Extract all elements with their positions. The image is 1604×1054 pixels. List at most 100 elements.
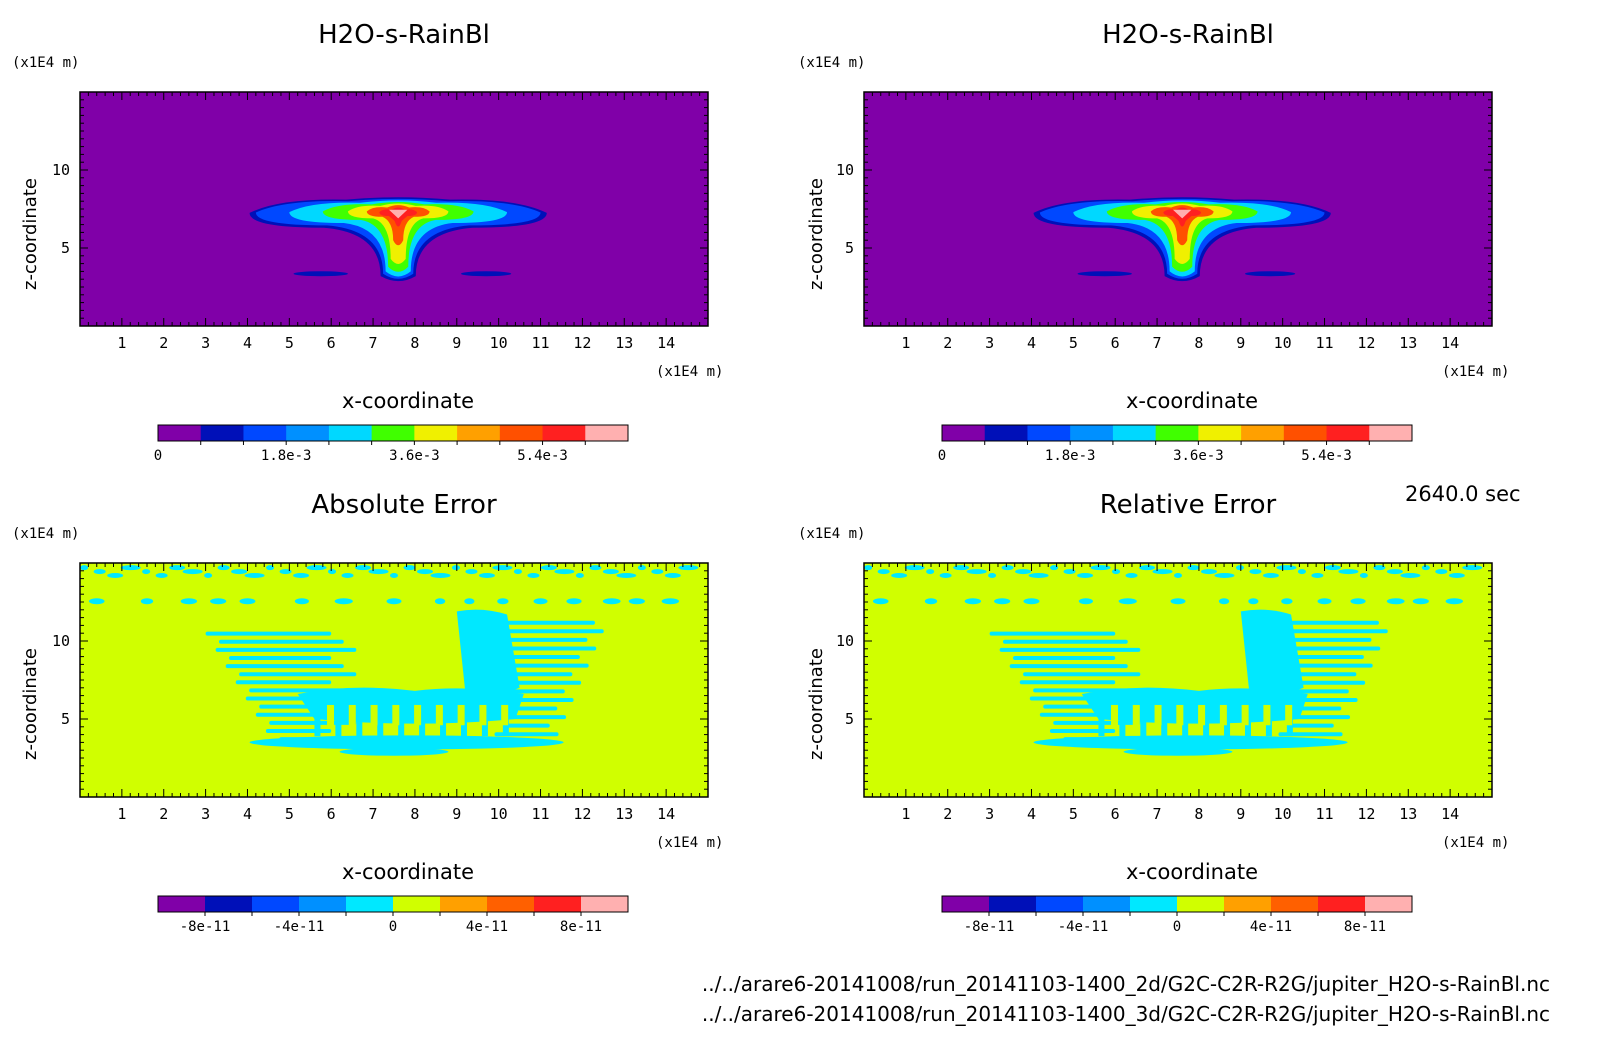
colorbar-label: -8e-11 [964, 919, 1015, 935]
colorbar-label: 1.8e-3 [261, 448, 312, 464]
colorbar-swatch [989, 896, 1037, 912]
colorbar-swatch [984, 425, 1028, 441]
colorbar-2: 0 1.8e-3 3.6e-3 5.4e-3 [938, 424, 1413, 464]
top-speckle [430, 572, 451, 578]
colorbar-swatch [457, 425, 501, 441]
x-tick-label: 12 [573, 805, 591, 823]
top-speckle [120, 565, 141, 571]
x-tick-label: 14 [1441, 805, 1459, 823]
x-tick-label: 6 [327, 334, 336, 352]
speckle-row [1317, 598, 1332, 605]
file-path-2: ../../arare6-20141008/run_20141103-1400_… [701, 1002, 1550, 1026]
x-tick-label: 1 [117, 334, 126, 352]
y-unit-2: (x1E4 m) [798, 55, 866, 71]
speckle-row [497, 598, 509, 605]
top-speckle [575, 572, 584, 578]
left-wing-strip [269, 720, 357, 725]
band-gap [1132, 704, 1140, 726]
finger [398, 712, 405, 737]
colorbar-label: 5.4e-3 [517, 448, 568, 464]
finger [1224, 712, 1231, 737]
speckle-row [1445, 598, 1464, 605]
colorbar-label: 0 [938, 448, 946, 464]
x-tick-label: 2 [943, 805, 952, 823]
speckle-row [1218, 598, 1230, 605]
finger [1098, 712, 1105, 737]
x-tick-label: 8 [1194, 805, 1203, 823]
top-speckle [306, 565, 327, 571]
top-speckle [904, 565, 925, 571]
right-wing-strip [507, 697, 574, 702]
x-tick-label: 9 [452, 334, 461, 352]
panel-title-2: H2O-s-RainBl [1102, 20, 1274, 50]
top-speckle [1090, 565, 1111, 571]
x-tick-label: 9 [452, 805, 461, 823]
colorbar-swatch [1241, 425, 1285, 441]
x-tick-label: 11 [532, 334, 550, 352]
right-wing-strip [507, 672, 573, 677]
colorbar-swatch [252, 896, 300, 912]
colorbar-swatch [346, 896, 394, 912]
top-speckle [678, 565, 699, 571]
top-speckle [1338, 569, 1359, 575]
colorbar-swatch [542, 425, 586, 441]
finger [1203, 712, 1210, 737]
plume-core [1172, 209, 1192, 219]
y-unit-1: (x1E4 m) [12, 55, 80, 71]
colorbar-label: 8e-11 [560, 919, 602, 935]
colorbar-swatch [487, 896, 535, 912]
top-speckle [527, 572, 540, 578]
colorbar-swatch [299, 896, 347, 912]
top-speckle [953, 565, 970, 571]
left-wing-strip [218, 639, 344, 644]
central-column [1240, 609, 1304, 695]
colorbar-swatch [942, 896, 990, 912]
top-speckle [891, 572, 908, 578]
x-tick-label: 2 [159, 334, 168, 352]
colorbar-swatch [1177, 896, 1225, 912]
finger [335, 712, 342, 737]
panel-title-4: Relative Error [1099, 490, 1277, 520]
band-gap [327, 704, 335, 726]
colorbar-swatch [158, 425, 202, 441]
colorbar-label: 5.4e-3 [1301, 448, 1352, 464]
y-tick-label: 10 [836, 632, 854, 650]
y-tick-label: 5 [61, 239, 70, 257]
speckle-row [964, 598, 982, 605]
panel-title-3: Absolute Error [311, 490, 497, 520]
top-speckle [589, 565, 602, 571]
left-wing-strip [225, 664, 344, 669]
right-wing-strip [1291, 672, 1357, 677]
top-speckle [1063, 569, 1076, 575]
right-wing-strip [1278, 629, 1388, 634]
x-tick-label: 1 [901, 805, 910, 823]
low-streak-2 [460, 271, 512, 277]
speckle-row [628, 598, 645, 605]
colorbar-swatch [1283, 425, 1328, 441]
x-tick-label: 5 [285, 334, 294, 352]
colorbar-frame [941, 424, 1413, 442]
top-speckle [403, 565, 416, 571]
top-speckle [1174, 572, 1182, 578]
left-wing-strip [1053, 720, 1141, 725]
x-tick-label: 5 [285, 805, 294, 823]
left-wing-strip [999, 647, 1141, 652]
x-tick-label: 14 [1441, 334, 1459, 352]
speckle-row [140, 598, 154, 605]
speckle-row [1412, 598, 1429, 605]
panel-title-1: H2O-s-RainBl [318, 20, 490, 50]
y-tick-label: 5 [61, 710, 70, 728]
colorbar-label: -4e-11 [1058, 919, 1109, 935]
top-speckle [1262, 572, 1279, 578]
speckle-row [334, 598, 353, 605]
x-tick-label: 3 [985, 334, 994, 352]
speckle-row [1281, 598, 1293, 605]
right-wing-strip [494, 629, 604, 634]
speckle-row [602, 598, 621, 605]
x-tick-label: 7 [369, 805, 378, 823]
low-streak-1 [1077, 271, 1132, 277]
top-speckle [1400, 572, 1421, 578]
